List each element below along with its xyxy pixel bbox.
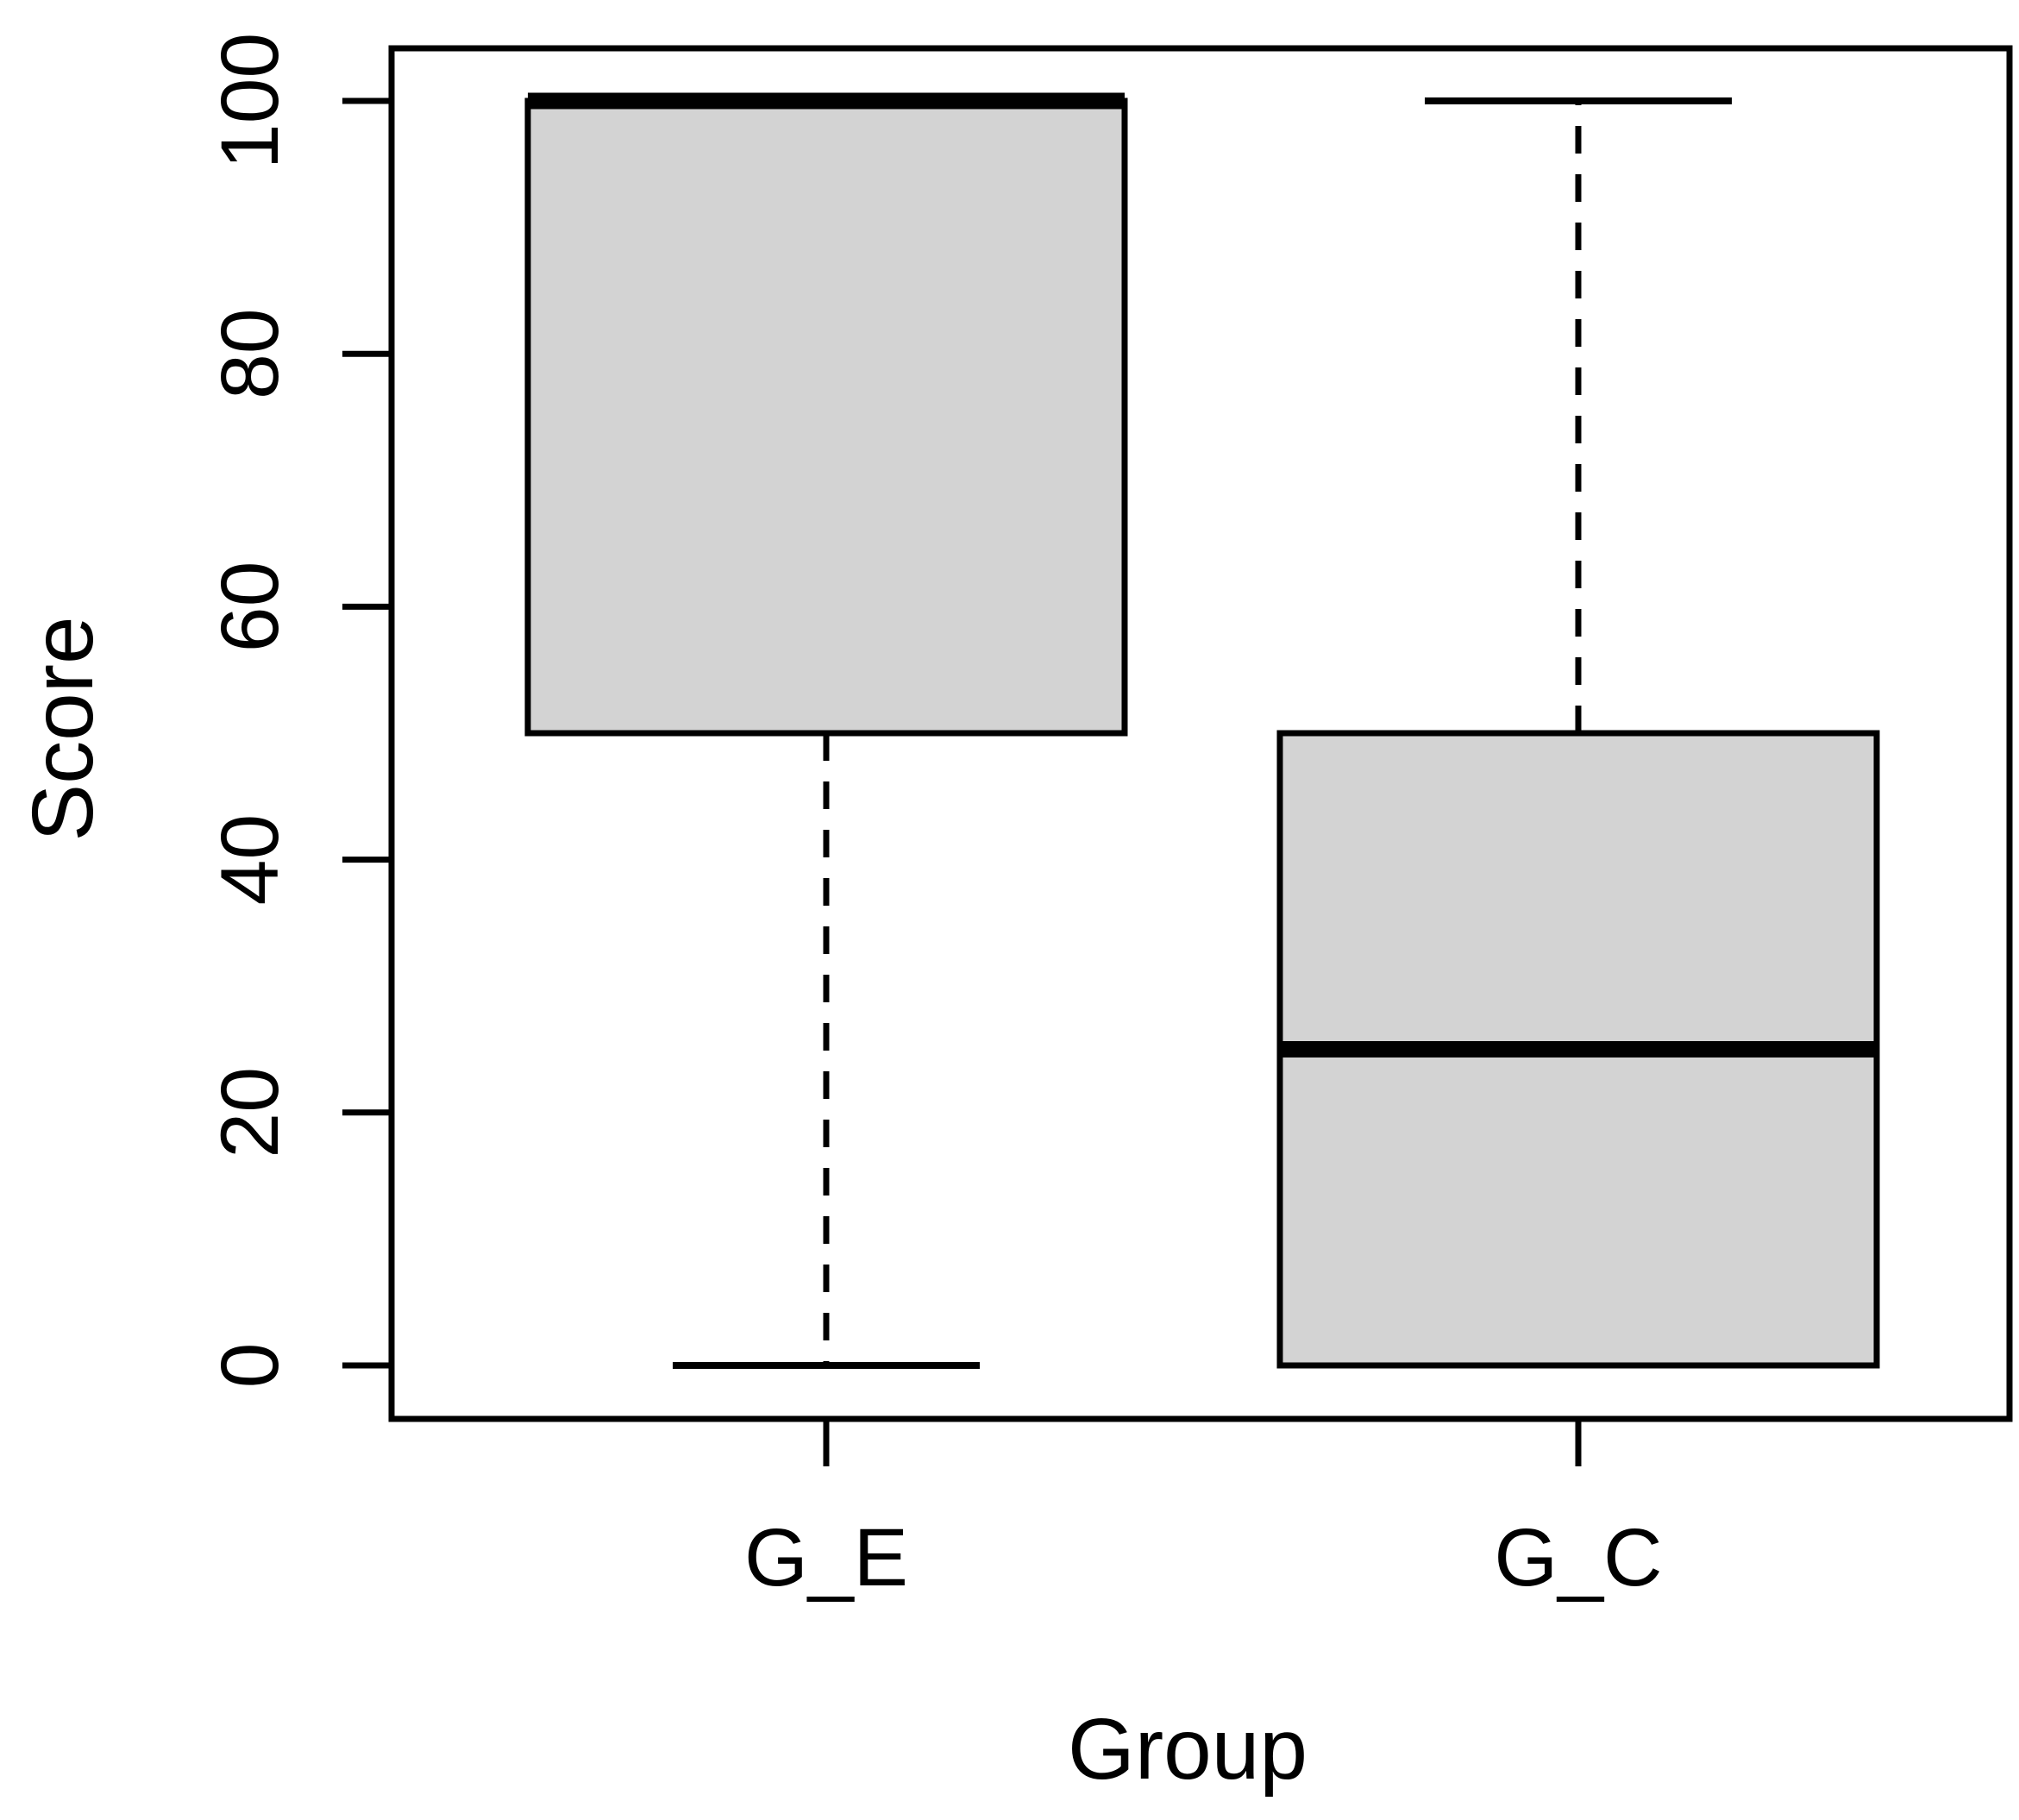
category-label-G_E: G_E: [744, 1512, 908, 1603]
y-tick-label: 80: [204, 308, 296, 399]
y-tick-label: 0: [204, 1343, 296, 1389]
category-label-G_C: G_C: [1494, 1512, 1662, 1603]
y-tick-label: 20: [204, 1067, 296, 1158]
plot-border: [388, 45, 2013, 1422]
box-G_E: [524, 97, 1128, 737]
plot-layer: 0 20 40 60 80 100 G_E G_C: [204, 33, 2013, 1603]
x-axis-title: Group: [1068, 1701, 1307, 1798]
y-tick-label: 100: [204, 33, 296, 170]
y-tick-label: 60: [204, 562, 296, 653]
y-tick-label: 40: [204, 814, 296, 906]
y-axis-title: Score: [15, 616, 111, 841]
